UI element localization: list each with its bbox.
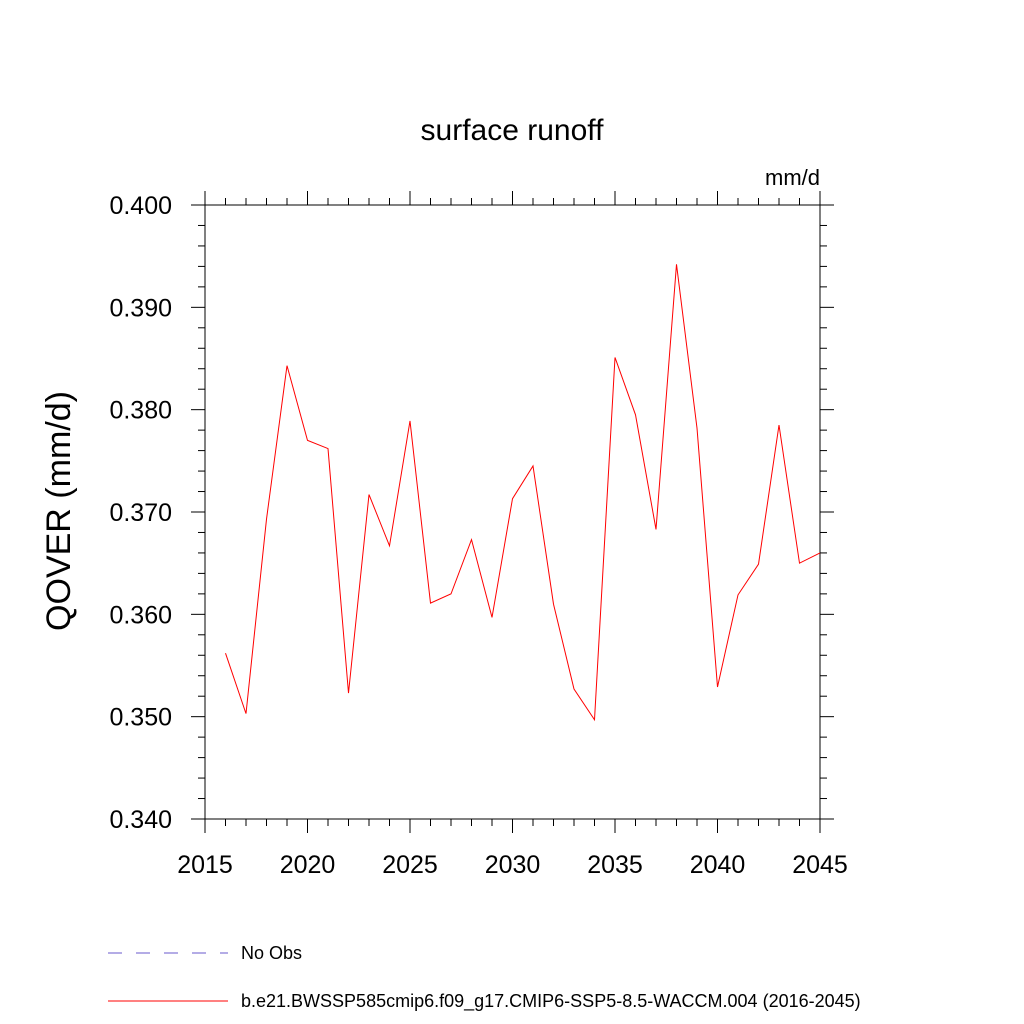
legend-label-no-obs: No Obs	[241, 943, 302, 963]
y-tick-label: 0.360	[109, 601, 172, 629]
plot-frame	[204, 204, 821, 820]
units-label: mm/d	[765, 165, 820, 190]
series-layer	[225, 264, 821, 722]
x-tick-label: 2035	[587, 851, 643, 879]
y-tick-label: 0.370	[109, 499, 172, 527]
axis-ticks	[191, 191, 834, 833]
y-tick-label: 0.340	[109, 806, 172, 834]
y-axis-label: QOVER (mm/d)	[40, 391, 78, 631]
y-tick-label: 0.380	[109, 397, 172, 425]
x-tick-label: 2040	[690, 851, 746, 879]
chart-title: surface runoff	[421, 114, 605, 147]
series-line	[225, 264, 821, 722]
tick-labels: 2015 2020 2025 2030 2035 2040 2045 0.340 0.350 0.…	[109, 192, 847, 879]
y-tick-label: 0.390	[109, 294, 172, 322]
y-tick-label: 0.400	[109, 192, 172, 220]
x-tick-label: 2015	[177, 851, 233, 879]
legend: No Obs b.e21.BWSSP585cmip6.f09_g17.CMIP6…	[108, 943, 861, 1012]
y-tick-label: 0.350	[109, 704, 172, 732]
x-tick-label: 2045	[792, 851, 848, 879]
x-tick-label: 2025	[382, 851, 438, 879]
x-tick-label: 2030	[485, 851, 541, 879]
x-tick-label: 2020	[280, 851, 336, 879]
legend-label-model: b.e21.BWSSP585cmip6.f09_g17.CMIP6-SSP5-8…	[241, 991, 861, 1012]
